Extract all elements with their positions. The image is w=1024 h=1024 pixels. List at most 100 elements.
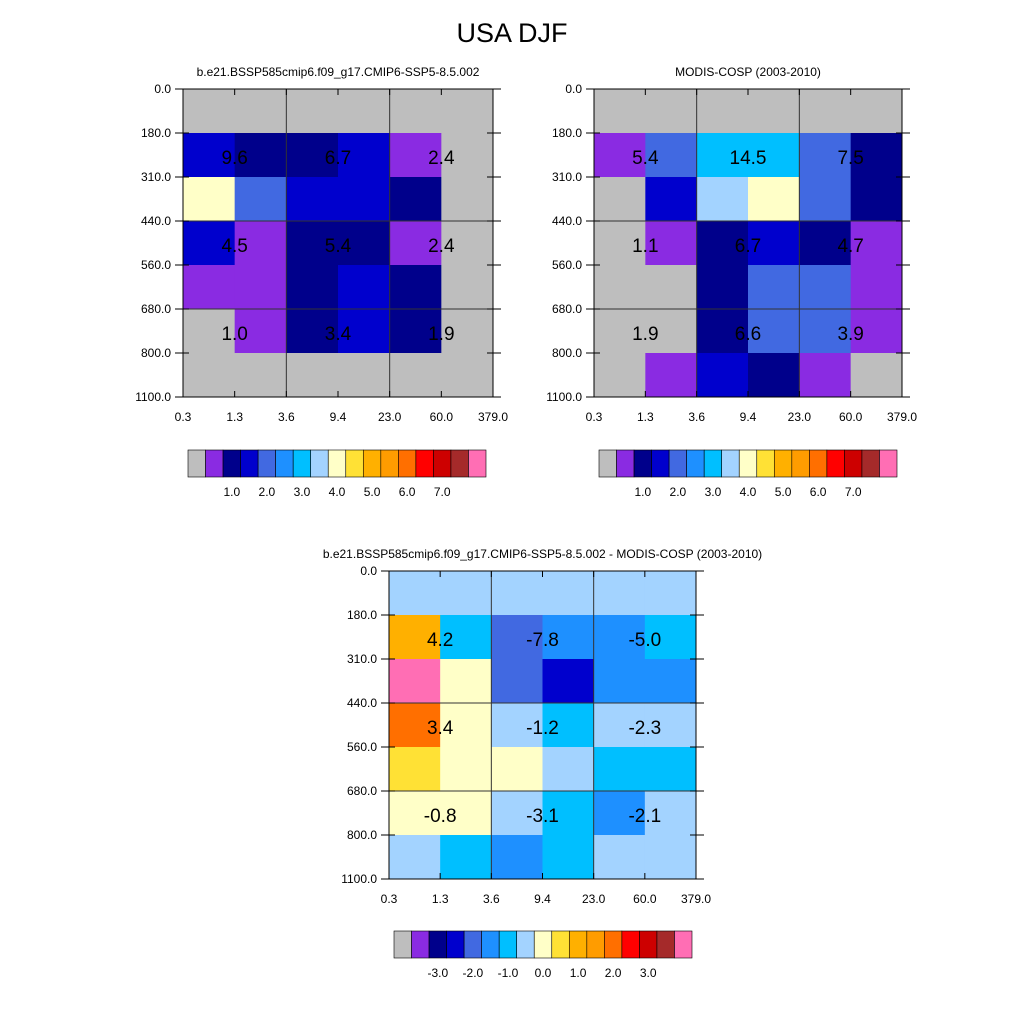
- box-value-label: 2.4: [428, 148, 455, 169]
- heatmap-cell: [338, 353, 391, 398]
- heatmap-cell: [644, 659, 697, 704]
- heatmap-cell: [234, 221, 287, 266]
- box-value-label: -2.3: [628, 718, 661, 739]
- heatmap-cell: [286, 177, 339, 222]
- colorbar-label: 1.0: [223, 485, 240, 499]
- heatmap-cell: [286, 221, 339, 266]
- y-tick-label: 800.0: [347, 828, 377, 842]
- heatmap-cell: [696, 353, 749, 398]
- heatmap-cell: [799, 309, 852, 354]
- box-value-label: 1.0: [221, 324, 247, 345]
- colorbar-swatch: [205, 449, 224, 478]
- x-tick-label: 1.3: [432, 892, 449, 906]
- heatmap-cell: [645, 353, 698, 398]
- heatmap-cell: [183, 89, 236, 134]
- colorbar-label: 0.0: [535, 966, 552, 980]
- x-tick-label: 60.0: [430, 410, 454, 424]
- heatmap-cell: [594, 133, 646, 178]
- heatmap-cell: [440, 615, 492, 660]
- x-tick-label: 9.4: [534, 892, 551, 906]
- heatmap-cell: [542, 615, 595, 660]
- heatmap-cell: [850, 133, 903, 178]
- heatmap-cell: [183, 221, 236, 266]
- x-tick-label: 23.0: [582, 892, 606, 906]
- heatmap-cell: [389, 353, 442, 398]
- heatmap-cell: [441, 133, 494, 178]
- colorbar-swatch: [275, 449, 294, 478]
- colorbar-swatch: [446, 930, 465, 959]
- heatmap-cell: [799, 353, 852, 398]
- colorbar-swatch: [791, 449, 810, 478]
- colorbar-label: 1.0: [570, 966, 587, 980]
- colorbar-swatch: [411, 930, 430, 959]
- colorbar-swatch: [292, 449, 312, 478]
- colorbar-swatch: [187, 449, 206, 478]
- heatmap-cell: [594, 309, 646, 354]
- box-value-label: 6.7: [735, 236, 761, 257]
- box-value-label: 7.5: [837, 148, 863, 169]
- x-tick-label: 0.3: [175, 410, 192, 424]
- colorbar-swatch: [222, 449, 241, 478]
- heatmap-cell: [799, 221, 852, 266]
- colorbar-swatch: [433, 449, 452, 478]
- colorbar-swatch: [844, 449, 863, 478]
- colorbar-label: 3.0: [705, 485, 722, 499]
- heatmap-cell: [183, 265, 236, 310]
- y-tick-label: 1100.0: [341, 872, 377, 886]
- heatmap-cell: [441, 353, 494, 398]
- heatmap-cell: [234, 353, 287, 398]
- heatmap-cell: [593, 791, 646, 836]
- heatmap-cell: [491, 571, 543, 616]
- heatmap-cell: [389, 835, 441, 880]
- heatmap-cell: [644, 703, 697, 748]
- heatmap-cell: [542, 835, 595, 880]
- heatmap-cell: [748, 177, 800, 222]
- x-tick-label: 23.0: [378, 410, 402, 424]
- heatmap-cell: [491, 747, 543, 792]
- y-tick-label: 0.0: [154, 82, 171, 96]
- box-value-label: -3.1: [526, 806, 559, 827]
- heatmap-cell: [338, 309, 391, 354]
- box-value-label: 3.4: [325, 324, 352, 345]
- heatmap-cell: [748, 265, 800, 310]
- heatmap-cell: [389, 659, 441, 704]
- colorbar-swatch: [651, 449, 670, 478]
- colorbar-swatch: [362, 449, 382, 478]
- box-value-label: 4.5: [221, 236, 247, 257]
- x-tick-label: 379.0: [681, 892, 711, 906]
- colorbar-swatch: [861, 449, 880, 478]
- colorbar-swatch: [468, 449, 487, 478]
- y-tick-label: 440.0: [141, 214, 171, 228]
- heatmap-cell: [542, 703, 595, 748]
- box-value-label: -5.0: [628, 630, 661, 651]
- x-tick-label: 3.6: [483, 892, 500, 906]
- heatmap-cell: [645, 133, 698, 178]
- heatmap-cell: [644, 615, 697, 660]
- heatmap-cell: [644, 571, 697, 616]
- heatmap-cell: [748, 221, 800, 266]
- heatmap-cell: [645, 221, 698, 266]
- colorbar-swatch: [703, 449, 723, 478]
- colorbar-swatch: [598, 449, 617, 478]
- heatmap-cell: [440, 835, 492, 880]
- heatmap-cell: [389, 309, 442, 354]
- heatmap-panel-3: 0.3 1.3 3.6 9.4 23.0 60.0 379.0 0.0 180.0 310.0 44…: [323, 547, 762, 980]
- heatmap-cell: [440, 791, 492, 836]
- colorbar-label: 7.0: [434, 485, 451, 499]
- heatmap-cell: [491, 791, 543, 836]
- colorbar-swatch: [604, 930, 623, 959]
- heatmap-cell: [440, 571, 492, 616]
- colorbar-swatch: [686, 449, 705, 478]
- heatmap-cell: [594, 89, 646, 134]
- x-tick-label: 3.6: [688, 410, 705, 424]
- colorbar-swatch: [327, 449, 347, 478]
- box-value-label: 6.6: [735, 324, 761, 345]
- box-value-label: 5.4: [632, 148, 659, 169]
- y-tick-label: 180.0: [552, 126, 582, 140]
- y-tick-label: 1100.0: [135, 390, 171, 404]
- colorbar-label: 2.0: [259, 485, 276, 499]
- y-tick-label: 680.0: [141, 302, 171, 316]
- heatmap-cell: [441, 265, 494, 310]
- y-tick-label: 180.0: [347, 608, 377, 622]
